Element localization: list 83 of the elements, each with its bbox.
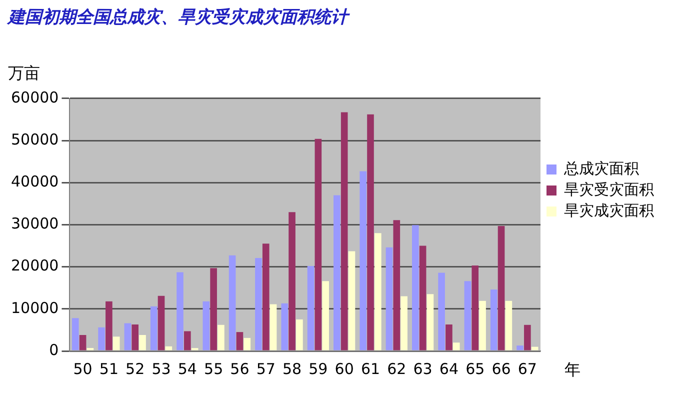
bar <box>139 335 146 350</box>
x-tick-label: 64 <box>439 360 459 378</box>
legend-label: 旱灾成灾面积 <box>564 201 654 220</box>
y-tick-label: 50000 <box>11 130 59 148</box>
y-tick-label: 60000 <box>11 88 59 106</box>
x-tick-label: 58 <box>282 360 302 378</box>
bar <box>374 233 382 350</box>
x-tick-label: 66 <box>492 360 511 378</box>
bar <box>412 225 419 350</box>
bar <box>472 266 479 350</box>
bar <box>236 332 244 350</box>
y-axis-title: 万亩 <box>8 64 40 83</box>
bar <box>165 346 172 350</box>
x-tick-label: 60 <box>334 360 354 378</box>
legend-label: 旱灾受灾面积 <box>564 180 654 198</box>
x-tick-label: 51 <box>99 360 118 378</box>
x-tick-label: 50 <box>73 360 92 378</box>
bar <box>296 319 303 350</box>
x-tick-label: 59 <box>308 360 328 378</box>
bar <box>79 335 86 350</box>
bar <box>505 300 512 350</box>
bar <box>262 244 270 350</box>
bar <box>438 272 445 350</box>
x-tick-label: 65 <box>466 360 485 378</box>
bar <box>322 281 330 350</box>
x-axis-title: 年 <box>564 360 580 380</box>
y-tick-label: 0 <box>49 340 59 359</box>
bar <box>386 247 393 350</box>
bar <box>184 331 191 350</box>
bar <box>446 324 452 350</box>
x-tick-label: 67 <box>518 360 537 378</box>
bar <box>367 114 374 350</box>
x-tick-label: 53 <box>152 360 171 378</box>
bar <box>98 327 105 350</box>
bar <box>244 338 251 350</box>
bar <box>524 324 531 350</box>
x-tick-label: 56 <box>230 360 250 378</box>
legend-label: 总成灾面积 <box>563 159 639 178</box>
bar <box>307 266 314 350</box>
bar <box>202 301 210 350</box>
bar <box>400 296 408 350</box>
y-tick-label: 30000 <box>11 214 59 233</box>
bar <box>270 304 277 350</box>
bar <box>531 346 538 350</box>
bar <box>150 306 158 350</box>
bar <box>176 272 184 350</box>
bar <box>288 212 296 350</box>
y-tick-label: 40000 <box>11 172 59 190</box>
bar <box>218 324 224 350</box>
bar <box>340 112 348 350</box>
x-tick-label: 61 <box>360 360 380 378</box>
bar <box>112 336 120 350</box>
bar <box>132 324 139 350</box>
x-tick-label: 52 <box>126 360 145 378</box>
bar <box>360 171 366 350</box>
bar <box>281 303 288 350</box>
x-tick-label: 55 <box>204 360 224 378</box>
bar <box>419 246 426 350</box>
bar <box>72 318 79 350</box>
bar <box>426 294 434 350</box>
bar <box>314 138 322 350</box>
bar <box>393 220 400 350</box>
x-tick-label: 57 <box>256 360 276 378</box>
bar <box>255 258 262 350</box>
bar <box>490 290 498 350</box>
bar <box>158 296 165 350</box>
bar <box>498 226 505 350</box>
x-tick-label: 54 <box>178 360 197 378</box>
bar <box>228 255 236 350</box>
bar <box>124 323 132 350</box>
chart-title: 建国初期全国总成灾、旱灾受灾成灾面积统计 <box>6 8 351 28</box>
x-tick-label: 62 <box>387 360 406 378</box>
y-tick-label: 20000 <box>11 256 59 275</box>
bar <box>348 251 356 350</box>
bar <box>516 346 524 350</box>
bar <box>210 268 217 350</box>
y-tick-label: 10000 <box>11 298 59 317</box>
bar <box>334 195 340 350</box>
x-tick-label: 63 <box>413 360 432 378</box>
bar <box>452 342 460 350</box>
bar <box>479 300 486 350</box>
bar <box>464 281 472 350</box>
bar <box>106 301 112 350</box>
